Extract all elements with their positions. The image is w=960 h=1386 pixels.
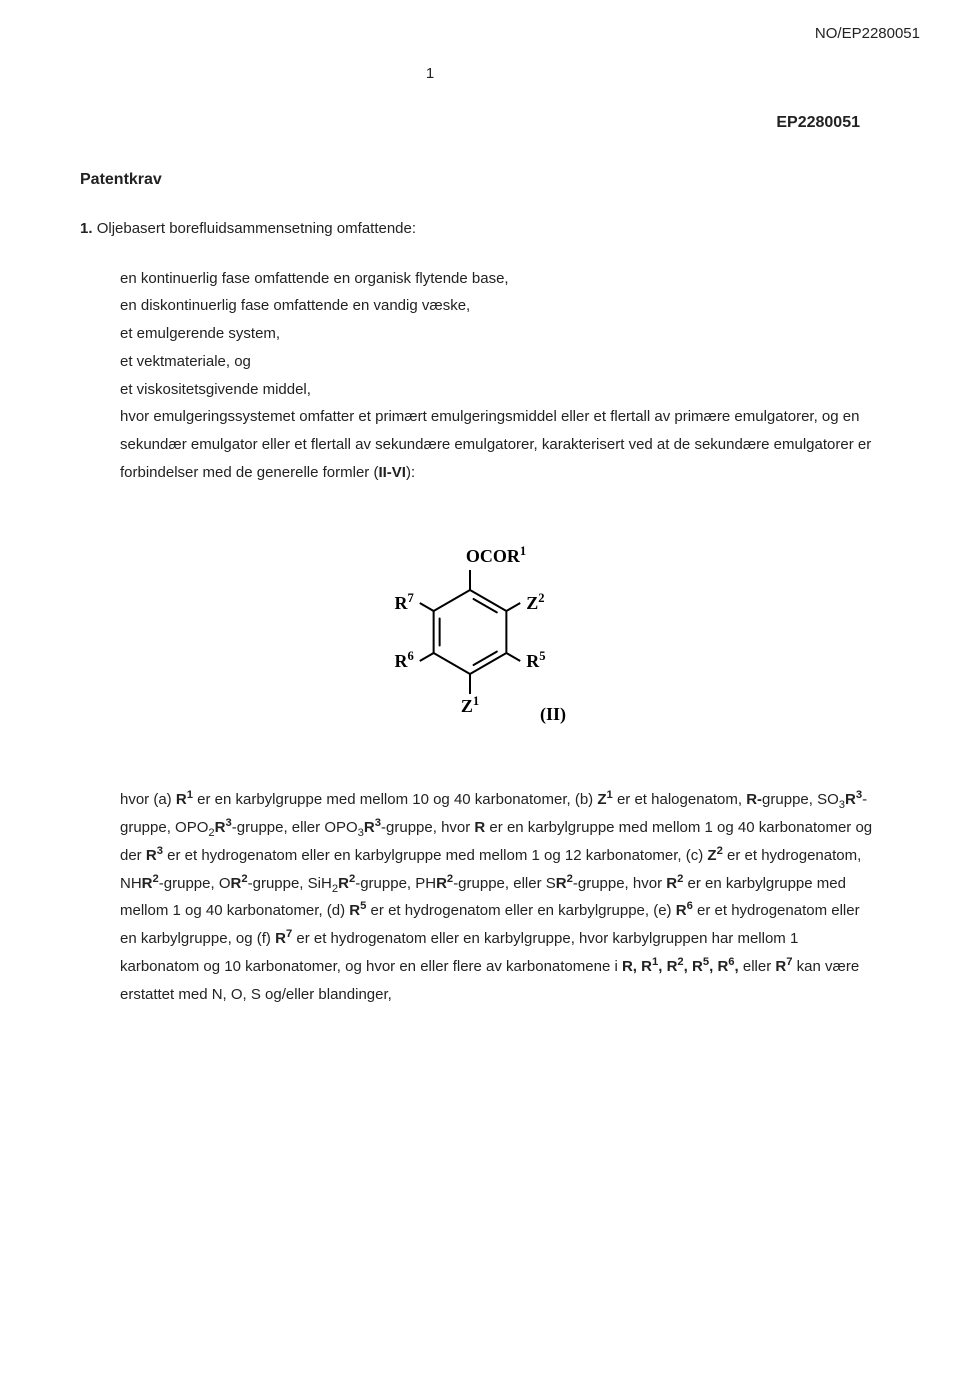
doc-identifier: NO/EP2280051 (815, 20, 920, 48)
svg-text:Z2: Z2 (526, 591, 544, 613)
svg-text:(II): (II) (540, 704, 566, 725)
formula-ii-diagram: OCOR1 Z2 R5 Z1 R6 R7 (II) (80, 517, 880, 747)
svg-text:R7: R7 (394, 591, 413, 613)
page-container: NO/EP2280051 1 EP2280051 Patentkrav 1. O… (0, 0, 960, 1068)
claim-line-f: hvor emulgeringssystemet omfatter et pri… (120, 403, 880, 486)
claim-line-a: en kontinuerlig fase omfattende en organ… (120, 265, 880, 293)
claim-1-intro: 1. Oljebasert borefluidsammensetning omf… (80, 215, 880, 243)
svg-text:R5: R5 (526, 649, 545, 671)
claim-line-b: en diskontinuerlig fase omfattende en va… (120, 292, 880, 320)
claim-line-f-end: ): (406, 464, 415, 481)
claim-line-c: et emulgerende system, (120, 320, 880, 348)
claim-line-f-bold: II-VI (378, 464, 406, 481)
publication-id: EP2280051 (80, 108, 860, 138)
formula-svg: OCOR1 Z2 R5 Z1 R6 R7 (II) (360, 517, 600, 737)
svg-text:R6: R6 (394, 649, 413, 671)
claim-intro-text: Oljebasert borefluidsammensetning omfatt… (97, 220, 416, 237)
claim-number: 1. (80, 220, 93, 237)
claim-body-paragraph: hvor (a) R1 er en karbylgruppe med mello… (120, 786, 880, 1008)
claims-heading: Patentkrav (80, 165, 880, 195)
claim-line-f-text: hvor emulgeringssystemet omfatter et pri… (120, 408, 871, 481)
page-number: 1 (0, 60, 880, 88)
claim-line-e: et viskositetsgivende middel, (120, 376, 880, 404)
svg-text:Z1: Z1 (461, 694, 479, 716)
svg-text:OCOR1: OCOR1 (466, 544, 526, 566)
claim-line-d: et vektmateriale, og (120, 348, 880, 376)
